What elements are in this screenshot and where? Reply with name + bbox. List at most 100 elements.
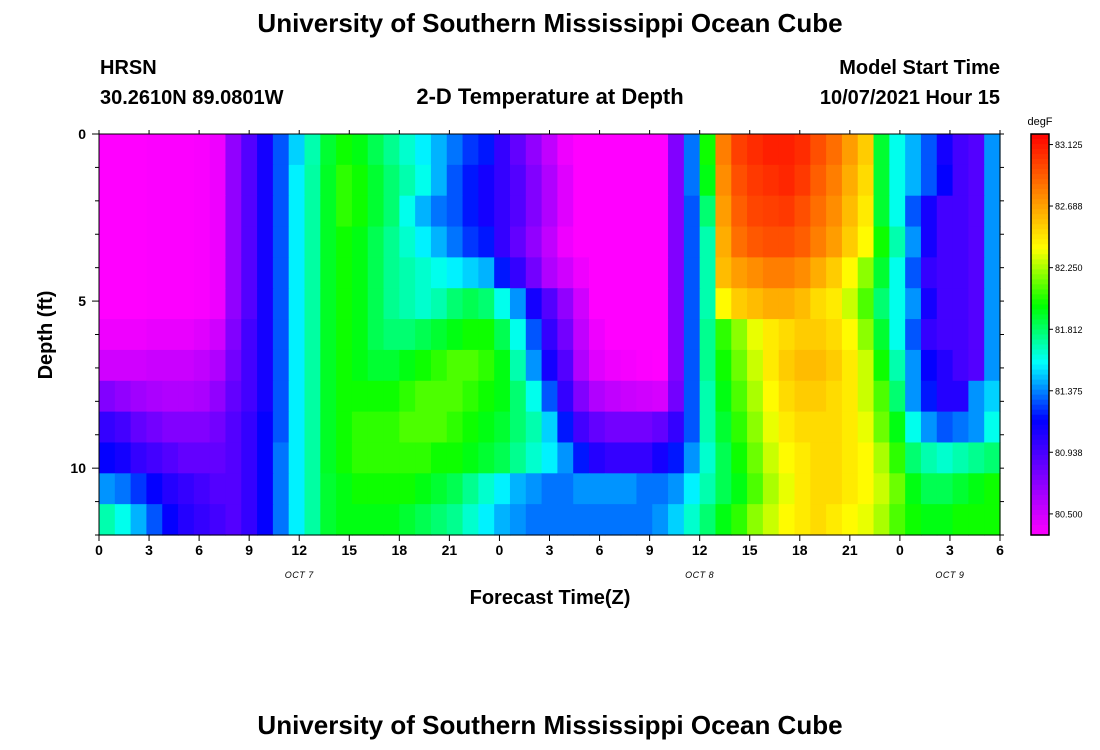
- colorbar-segment: [1031, 394, 1049, 401]
- heatmap-cell: [462, 380, 479, 413]
- heatmap-cell: [225, 288, 242, 320]
- heatmap-cell: [494, 319, 511, 351]
- x-tick-label: 12: [291, 542, 307, 558]
- colorbar-segment: [1031, 209, 1049, 215]
- heatmap-cell: [889, 349, 906, 382]
- y-axis: 0 5 10: [70, 126, 1004, 536]
- heatmap-cell: [541, 134, 559, 166]
- heatmap-cell: [114, 319, 132, 351]
- heatmap-cell: [209, 349, 227, 382]
- heatmap-cell: [589, 288, 606, 320]
- heatmap-cell: [272, 195, 290, 228]
- colorbar-segment: [1031, 139, 1049, 145]
- heatmap-cell: [589, 380, 606, 413]
- heatmap-cell: [557, 288, 574, 320]
- heatmap-cell: [873, 195, 890, 228]
- heatmap-cell: [984, 411, 1001, 444]
- heatmap-cell: [130, 380, 148, 413]
- heatmap-cell: [668, 380, 685, 413]
- heatmap-cell: [383, 380, 400, 413]
- station-coords: 30.2610N 89.0801W: [100, 87, 284, 109]
- footer-title: University of Southern Mississippi Ocean…: [257, 710, 843, 740]
- heatmap-cell: [699, 380, 717, 413]
- heatmap-cell: [841, 473, 859, 505]
- heatmap-cell: [936, 473, 954, 505]
- heatmap-cell: [984, 473, 1001, 505]
- heatmap-cell: [589, 134, 606, 166]
- heatmap-cell: [336, 380, 353, 413]
- heatmap-cell: [114, 134, 132, 166]
- colorbar-segment: [1031, 354, 1049, 361]
- heatmap-cell: [620, 504, 638, 536]
- heatmap-cell: [620, 226, 638, 258]
- heatmap-cell: [320, 164, 337, 197]
- heatmap-cell: [383, 195, 400, 228]
- heatmap-cell: [905, 442, 922, 474]
- heatmap-cell: [905, 257, 922, 289]
- heatmap-cell: [731, 288, 748, 320]
- heatmap-cell: [984, 164, 1001, 197]
- heatmap-cell: [604, 226, 622, 258]
- heatmap-cell: [446, 164, 464, 197]
- heatmap-cell: [272, 164, 290, 197]
- heatmap-cell: [272, 319, 290, 351]
- heatmap-cell: [604, 473, 622, 505]
- heatmap-cell: [193, 164, 211, 197]
- heatmap-cell: [446, 473, 464, 505]
- heatmap-cell: [241, 288, 258, 320]
- heatmap-cell: [494, 226, 511, 258]
- colorbar-segment: [1031, 304, 1049, 311]
- heatmap-cell: [620, 380, 638, 413]
- colorbar-segment: [1031, 259, 1049, 265]
- heatmap-cell: [699, 473, 717, 505]
- heatmap-cell: [288, 257, 306, 289]
- heatmap-cell: [178, 380, 195, 413]
- heatmap-cell: [589, 473, 606, 505]
- heatmap-cell: [178, 134, 195, 166]
- heatmap-cell: [920, 349, 938, 382]
- heatmap-cell: [984, 442, 1001, 474]
- heatmap-cell: [652, 226, 669, 258]
- heatmap-cell: [209, 257, 227, 289]
- heatmap-cell: [826, 195, 843, 228]
- heatmap-cell: [162, 226, 179, 258]
- heatmap-cell: [936, 164, 954, 197]
- heatmap-cell: [573, 226, 590, 258]
- heatmap-cell: [304, 195, 321, 228]
- heatmap-cell: [589, 504, 606, 536]
- heatmap-cell: [636, 134, 653, 166]
- colorbar-segment: [1031, 254, 1049, 260]
- heatmap-cell: [478, 288, 495, 320]
- heatmap-cell: [968, 257, 985, 289]
- heatmap-cell: [399, 504, 416, 536]
- colorbar-segment: [1031, 249, 1049, 255]
- heatmap-cell: [162, 134, 179, 166]
- heatmap-cell: [905, 411, 922, 444]
- heatmap-cell: [509, 226, 527, 258]
- x-tick-label: 3: [546, 542, 554, 558]
- heatmap-cell: [320, 226, 337, 258]
- heatmap-cell: [351, 349, 369, 382]
- heatmap-cell: [241, 164, 258, 197]
- heatmap-cell: [557, 319, 574, 351]
- colorbar-segment: [1031, 319, 1049, 326]
- heatmap-cell: [225, 442, 242, 474]
- heatmap-cell: [509, 319, 527, 351]
- heatmap-cell: [241, 257, 258, 289]
- heatmap-cell: [920, 195, 938, 228]
- heatmap-cell: [288, 473, 306, 505]
- heatmap-cell: [778, 164, 796, 197]
- colorbar-segment: [1031, 164, 1049, 170]
- heatmap-cell: [272, 504, 290, 536]
- heatmap-cell: [683, 134, 701, 166]
- heatmap-cell: [367, 226, 385, 258]
- heatmap-cell: [541, 288, 559, 320]
- plot-title: 2-D Temperature at Depth: [416, 84, 684, 109]
- heatmap-cell: [905, 504, 922, 536]
- x-tick-label: 0: [896, 542, 904, 558]
- heatmap-cell: [430, 257, 448, 289]
- heatmap-cell: [367, 195, 385, 228]
- heatmap-cell: [383, 257, 400, 289]
- heatmap-cell: [968, 380, 985, 413]
- colorbar-segment: [1031, 194, 1049, 200]
